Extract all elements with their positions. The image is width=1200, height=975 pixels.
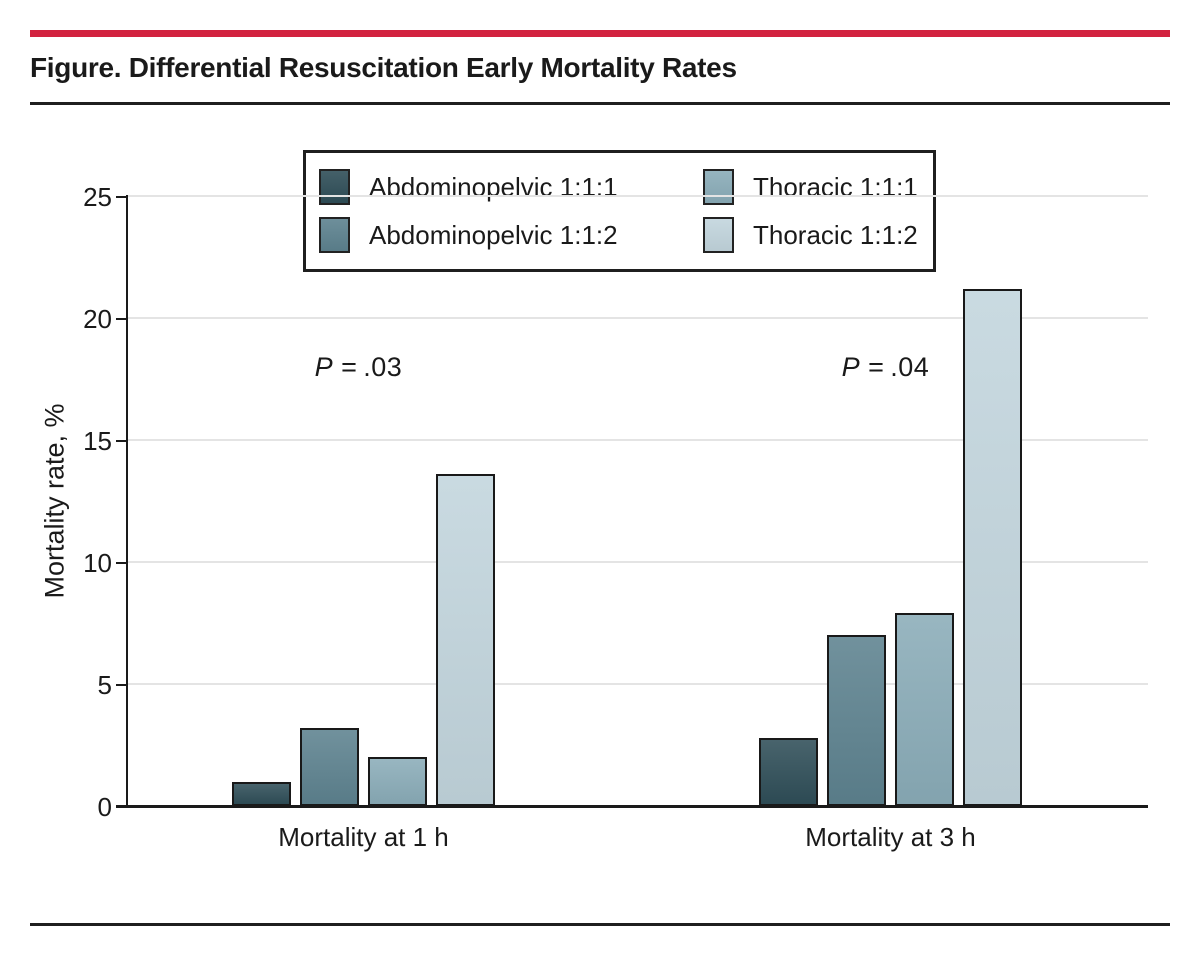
bar-abdominopelvic-1-1-2 [300,728,359,806]
y-tick-label: 15 [83,426,112,456]
bar-thoracic-1-1-1 [368,757,427,806]
y-tick-label: 10 [83,548,112,578]
y-tick [116,196,126,198]
legend-item-abdominopelvic-1-1-1: Abdominopelvic 1:1:1 [319,169,703,205]
p-value-annotation: P = .03 [209,352,509,383]
y-tick-label: 0 [97,792,112,822]
x-category-label: Mortality at 1 h [278,822,449,852]
p-annotation-value: = .04 [862,352,930,382]
bar-abdominopelvic-1-1-1 [232,782,291,806]
bar-abdominopelvic-1-1-2 [827,635,886,806]
y-tick [116,318,126,320]
accent-bar [30,30,1170,37]
title-divider [30,102,1170,105]
p-annotation-variable: P [841,352,861,382]
legend-item-thoracic-1-1-1: Thoracic 1:1:1 [703,169,933,205]
legend-box: Abdominopelvic 1:1:1 Thoracic 1:1:1 Abdomi… [303,150,936,272]
y-tick [116,684,126,686]
legend-swatch-abdominopelvic-1-1-1 [319,169,350,205]
legend-swatch-thoracic-1-1-2 [703,217,734,253]
bar-thoracic-1-1-1 [895,613,954,806]
legend-swatch-abdominopelvic-1-1-2 [319,217,350,253]
p-value-annotation: P = .04 [736,352,1036,383]
figure-title: Figure. Differential Resuscitation Early… [30,52,737,83]
y-axis-line [126,195,128,808]
gridline [128,317,1148,319]
legend-item-thoracic-1-1-2: Thoracic 1:1:2 [703,217,933,253]
legend-swatch-thoracic-1-1-1 [703,169,734,205]
bar-thoracic-1-1-2 [436,474,495,806]
x-category-label: Mortality at 3 h [805,822,976,852]
legend-item-abdominopelvic-1-1-2: Abdominopelvic 1:1:2 [319,217,703,253]
bar-abdominopelvic-1-1-1 [759,738,818,806]
y-tick [116,440,126,442]
legend-label: Thoracic 1:1:2 [753,220,918,250]
bar-thoracic-1-1-2 [963,289,1022,806]
y-tick-label: 25 [83,182,112,212]
p-annotation-variable: P [314,352,334,382]
p-annotation-value: = .03 [335,352,403,382]
gridline [128,683,1148,685]
y-tick-label: 20 [83,304,112,334]
y-tick-label: 5 [97,670,112,700]
bottom-divider [30,923,1170,926]
legend-label: Abdominopelvic 1:1:2 [369,220,618,250]
x-axis-line [116,805,1148,808]
gridline [128,439,1148,441]
gridline [128,561,1148,563]
y-tick [116,562,126,564]
gridline [128,195,1148,197]
